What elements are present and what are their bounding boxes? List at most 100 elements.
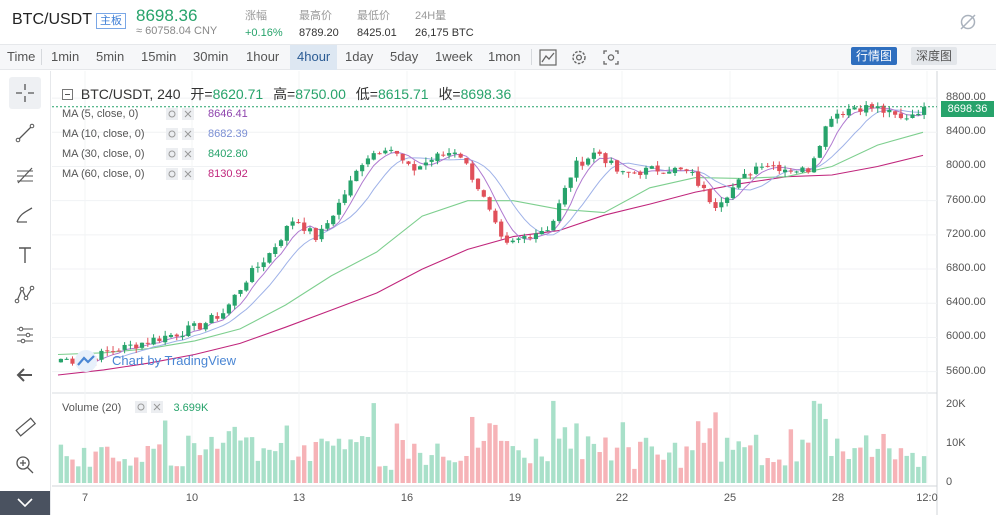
stat-value: 8425.01 <box>357 27 397 39</box>
interval-5day[interactable]: 5day <box>390 49 419 64</box>
divider <box>531 49 532 65</box>
volume-bar <box>267 449 272 483</box>
volume-bar <box>562 427 568 483</box>
candle <box>811 158 817 173</box>
price-chart[interactable] <box>52 71 996 515</box>
candle <box>145 342 150 344</box>
tradingview-watermark[interactable]: Chart by TradingView <box>74 350 236 375</box>
pattern-tool[interactable] <box>9 279 41 311</box>
volume-bar <box>898 448 904 483</box>
candle <box>667 171 672 174</box>
candle <box>215 316 220 319</box>
candle <box>580 161 585 166</box>
price-tick-label: 8400.00 <box>946 125 986 138</box>
time-tick-label: 10 <box>185 492 199 504</box>
fib-tool[interactable] <box>9 159 41 191</box>
brush-tool[interactable] <box>9 199 41 231</box>
collapse-toolbar-button[interactable] <box>0 491 50 515</box>
high-label: 高= <box>273 86 296 102</box>
volume-bar <box>139 461 145 483</box>
stat-value: 26,175 BTC <box>415 27 474 39</box>
indicators-icon[interactable] <box>538 48 558 67</box>
collapse-legend-icon[interactable] <box>62 89 73 100</box>
interval-1min[interactable]: 1min <box>51 49 80 64</box>
zoom-tool[interactable] <box>9 449 41 481</box>
candle <box>782 169 788 173</box>
settings-icon[interactable] <box>569 48 589 67</box>
screenshot-icon[interactable] <box>601 48 621 67</box>
volume-bar <box>249 437 255 483</box>
candle <box>499 221 504 237</box>
trend-line-tool[interactable] <box>9 117 41 149</box>
candle <box>904 118 909 120</box>
text-tool[interactable] <box>9 239 41 271</box>
volume-bar <box>261 448 266 483</box>
interval-5min[interactable]: 5min <box>96 49 125 64</box>
interval-1day[interactable]: 1day <box>345 49 374 64</box>
interval-30min[interactable]: 30min <box>193 49 229 64</box>
volume-bar <box>875 448 880 483</box>
divider <box>41 49 42 65</box>
volume-bar <box>255 460 261 483</box>
volume-bar <box>846 458 851 483</box>
candle <box>354 170 359 182</box>
volume-bar <box>203 449 208 483</box>
indicator-settings-icon[interactable] <box>134 400 166 414</box>
candle <box>557 203 562 222</box>
interval-1hour[interactable]: 1hour <box>246 49 280 64</box>
interval-4hour[interactable]: 4hour <box>290 45 338 70</box>
crosshair-tool[interactable] <box>9 77 41 109</box>
volume-bar <box>527 463 533 483</box>
volume-bar <box>869 456 875 483</box>
interval-1week[interactable]: 1week <box>435 49 473 64</box>
volume-bar <box>215 448 220 483</box>
ma-label: MA (10, close, 0) <box>62 128 145 140</box>
market-chart-button[interactable]: 行情图 <box>851 47 898 65</box>
volume-bar <box>76 466 81 483</box>
candle <box>632 172 637 174</box>
volume-bar <box>910 452 915 483</box>
volume-bar <box>823 418 828 483</box>
depth-chart-button[interactable]: 深度图 <box>911 47 958 65</box>
candle <box>713 202 718 209</box>
candle <box>893 111 898 115</box>
candle <box>232 294 237 306</box>
volume-bar <box>151 448 156 483</box>
stat-value: 8789.20 <box>299 27 339 39</box>
indicator-settings-icon[interactable] <box>165 147 197 161</box>
candle <box>273 247 278 255</box>
interval-15min[interactable]: 15min <box>141 49 177 64</box>
volume-bar <box>684 446 689 483</box>
ruler-tool[interactable] <box>9 411 41 443</box>
volume-bar <box>429 455 434 483</box>
volume-bar <box>626 447 631 483</box>
back-tool[interactable] <box>9 359 41 391</box>
candle <box>470 163 475 180</box>
volume-bar <box>64 456 69 483</box>
volume-bar <box>464 455 469 483</box>
ma10-legend: MA (10, close, 0) 8682.39 <box>62 128 248 140</box>
volume-bar <box>220 442 226 483</box>
volume-bar <box>105 446 110 483</box>
volume-bar <box>87 466 93 483</box>
prediction-tool[interactable] <box>9 319 41 351</box>
back-arrow-icon <box>16 368 32 382</box>
candle <box>70 358 75 364</box>
volume-bar <box>296 456 301 483</box>
eye-off-icon[interactable] <box>958 12 978 32</box>
volume-bar <box>406 458 411 483</box>
candle <box>180 335 185 337</box>
interval-1mon[interactable]: 1mon <box>488 49 521 64</box>
time-button[interactable]: Time <box>7 49 36 64</box>
candle <box>406 161 411 164</box>
volume-bar <box>487 423 492 483</box>
candle <box>696 171 701 186</box>
candle <box>916 113 921 116</box>
candle <box>400 153 405 161</box>
volume-bar <box>435 443 440 483</box>
indicator-settings-icon[interactable] <box>165 107 197 121</box>
volume-bar <box>597 452 602 483</box>
indicator-settings-icon[interactable] <box>165 167 197 181</box>
candle <box>858 108 863 112</box>
indicator-settings-icon[interactable] <box>165 127 197 141</box>
